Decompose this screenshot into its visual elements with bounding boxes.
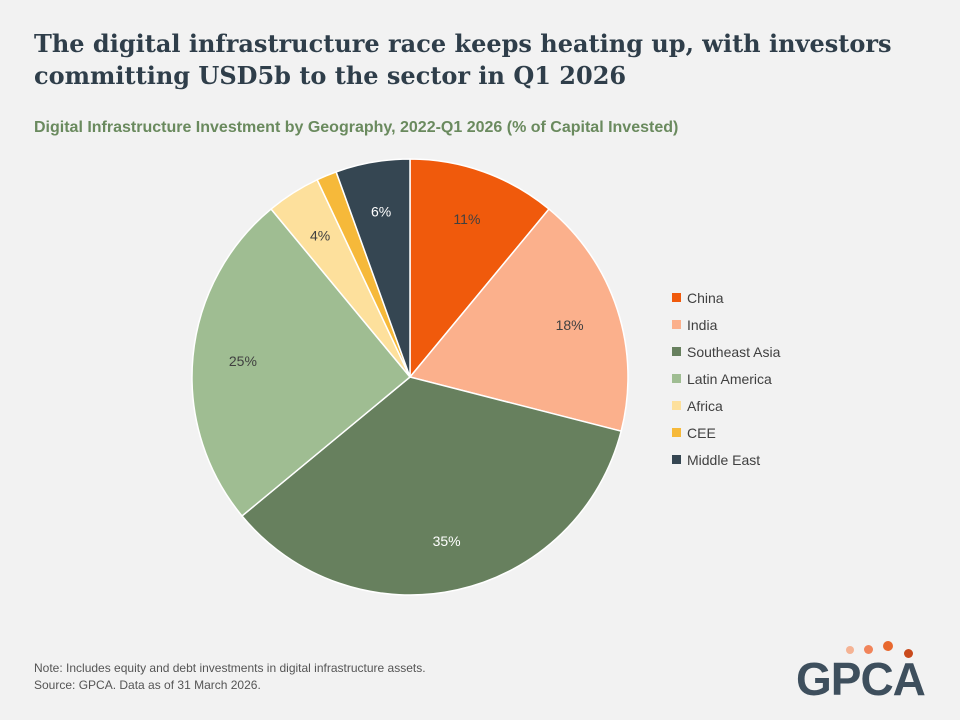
footnotes: Note: Includes equity and debt investmen… [34, 660, 426, 694]
pie-slice-middle-east [335, 158, 411, 378]
data-label-china: 11% [453, 211, 480, 227]
pie-slice-latin-america [191, 207, 412, 518]
data-label-india: 18% [556, 317, 584, 333]
data-label-southeast-asia: 35% [433, 533, 461, 549]
pie-slice-southeast-asia [240, 376, 623, 596]
legend-swatch [672, 428, 681, 437]
legend-label: India [687, 316, 718, 333]
legend-item-africa: Africa [672, 392, 780, 419]
legend-item-china: China [672, 284, 780, 311]
legend-swatch [672, 401, 681, 410]
note-text: Note: Includes equity and debt investmen… [34, 661, 426, 675]
gpca-logo: GPCA [796, 636, 942, 706]
legend-item-cee: CEE [672, 419, 780, 446]
pie-slice-china [409, 158, 551, 380]
legend-item-middle-east: Middle East [672, 446, 780, 473]
chart-title: Digital Infrastructure Investment by Geo… [34, 119, 679, 136]
headline: The digital infrastructure race keeps he… [34, 29, 892, 90]
legend-swatch [672, 374, 681, 383]
legend-item-latin-america: Latin America [672, 365, 780, 392]
source-text: Source: GPCA. Data as of 31 March 2026. [34, 678, 261, 692]
legend-swatch [672, 320, 681, 329]
data-label-latin-america: 25% [229, 353, 257, 369]
data-label-africa: 4% [310, 227, 330, 243]
legend-label: China [687, 289, 724, 306]
logo-dot [864, 645, 873, 654]
logo-text: GPCA [796, 653, 926, 705]
data-label-middle-east: 6% [371, 204, 391, 220]
legend-item-southeast-asia: Southeast Asia [672, 338, 780, 365]
logo-dot [904, 649, 913, 658]
logo-dot [846, 646, 854, 654]
legend-swatch [672, 293, 681, 302]
legend-label: CEE [687, 424, 716, 441]
legend-label: Southeast Asia [687, 343, 781, 360]
legend-label: Africa [687, 397, 723, 414]
legend-swatch [672, 347, 681, 356]
legend-label: Latin America [687, 370, 772, 387]
legend-item-india: India [672, 311, 780, 338]
logo-dot [883, 641, 893, 651]
legend-swatch [672, 455, 681, 464]
pie-slice-india [408, 207, 629, 433]
chart-legend: China India Southeast Asia Latin America Afr… [672, 284, 780, 473]
legend-label: Middle East [687, 451, 761, 468]
